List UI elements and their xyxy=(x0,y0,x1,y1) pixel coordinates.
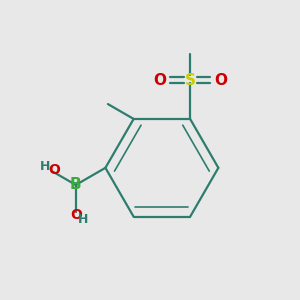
Text: H: H xyxy=(78,213,88,226)
Text: O: O xyxy=(70,208,82,222)
Text: B: B xyxy=(70,177,82,192)
Text: O: O xyxy=(153,73,166,88)
Text: O: O xyxy=(214,73,227,88)
Text: S: S xyxy=(184,73,196,88)
Text: O: O xyxy=(48,163,60,177)
Text: H: H xyxy=(40,160,51,173)
